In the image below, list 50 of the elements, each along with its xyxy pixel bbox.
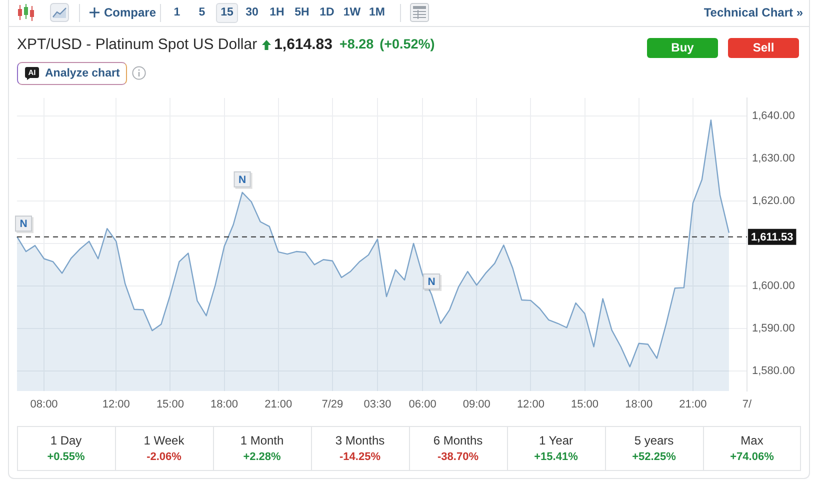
text: 1 5 15 30 1H 5H 1D 1W 1M bbox=[174, 6, 385, 19]
y-tick-label: 1,630.00 bbox=[752, 152, 795, 164]
x-tick-label: 03:30 bbox=[364, 398, 392, 411]
x-tick-label: 18:00 bbox=[210, 398, 238, 411]
y-tick-label: 1,620.00 bbox=[752, 194, 795, 207]
text: 1 Month bbox=[240, 433, 284, 448]
text: +52.25% bbox=[632, 450, 676, 464]
text: +0.55% bbox=[47, 450, 85, 464]
x-tick-label: 12:00 bbox=[516, 398, 544, 411]
text: Technical Chart » bbox=[704, 5, 803, 20]
x-tick-label: 7/29 bbox=[322, 398, 344, 411]
text: 6 Months bbox=[433, 433, 483, 448]
x-tick-label: 09:00 bbox=[462, 398, 490, 411]
y-tick-label: 1,590.00 bbox=[752, 322, 795, 335]
annotation: N bbox=[238, 174, 246, 186]
text: +8.28 bbox=[339, 36, 374, 52]
x-tick-label: 08:00 bbox=[30, 398, 58, 411]
text: +2.28% bbox=[243, 450, 281, 464]
text: 1 Year bbox=[538, 433, 574, 448]
text: Buy bbox=[671, 40, 694, 55]
x-tick-label: 21:00 bbox=[679, 398, 707, 411]
x-tick-label: 21:00 bbox=[264, 398, 292, 411]
x-tick-label: 18:00 bbox=[625, 398, 653, 411]
x-tick-label: 06:00 bbox=[408, 398, 436, 411]
y-tick-label: 1,600.00 bbox=[752, 280, 795, 292]
annotation: N bbox=[428, 276, 436, 288]
x-tick-label: 15:00 bbox=[156, 398, 184, 411]
y-tick-label: 1,580.00 bbox=[752, 365, 795, 378]
text: +15.41% bbox=[534, 450, 578, 464]
y-tick-label: 1,640.00 bbox=[752, 110, 795, 122]
text: +74.06% bbox=[730, 450, 774, 464]
text: 1,614.83 bbox=[274, 36, 332, 54]
text: Sell bbox=[752, 40, 774, 55]
text: 5 years bbox=[634, 433, 674, 448]
ref-line-label: 1,611.53 bbox=[751, 231, 794, 244]
text: 1 Day bbox=[50, 433, 82, 448]
x-tick-label: 7/ bbox=[742, 398, 753, 411]
text: -38.70% bbox=[438, 450, 478, 464]
text: 1 Week bbox=[144, 433, 184, 448]
text: Max bbox=[740, 433, 764, 448]
x-tick-label: 12:00 bbox=[102, 398, 130, 411]
x-tick-label: 15:00 bbox=[571, 398, 599, 411]
text: -2.06% bbox=[146, 450, 182, 464]
text: 3 Months bbox=[335, 433, 385, 448]
annotation: N bbox=[20, 218, 28, 230]
text: (+0.52%) bbox=[380, 36, 435, 52]
text: -14.25% bbox=[340, 450, 380, 464]
text: Compare bbox=[104, 5, 156, 20]
chart-title: XPT/USD - Platinum Spot US Dollar bbox=[17, 36, 258, 54]
text: Analyze chart bbox=[45, 67, 120, 80]
